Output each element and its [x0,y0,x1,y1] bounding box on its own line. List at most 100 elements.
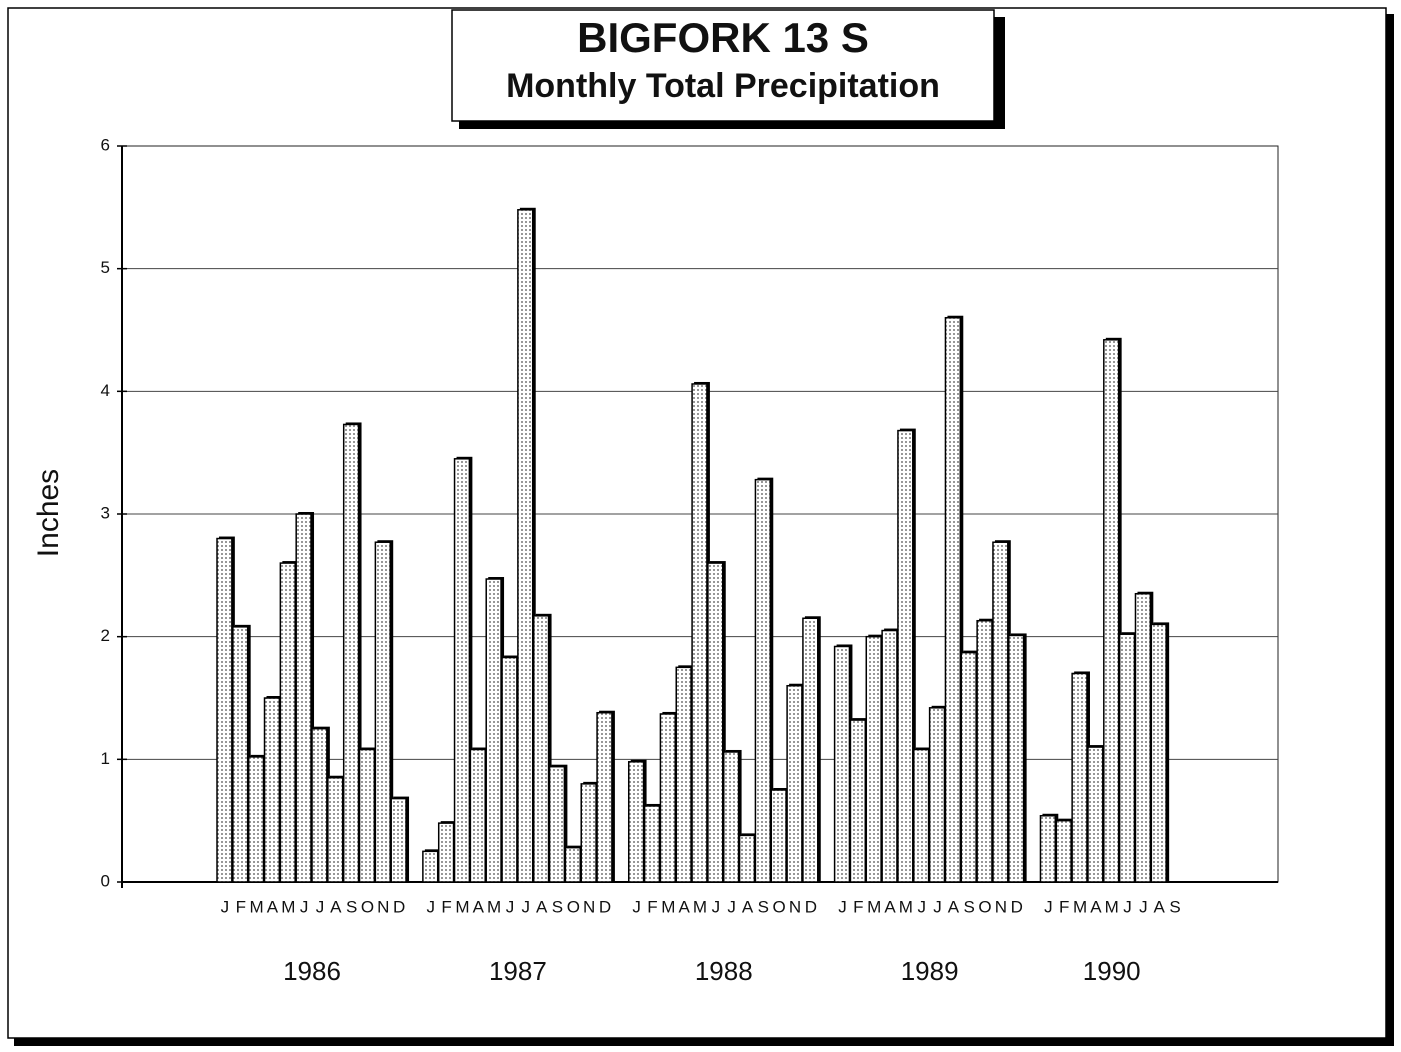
bar [1039,815,1057,883]
x-tick-label: F [236,897,246,916]
bar [1071,672,1088,883]
bar [738,834,756,883]
x-tick-label: S [552,897,563,916]
bar [723,751,740,883]
bar [1087,746,1104,883]
bar [833,645,851,883]
bar [422,850,439,883]
bar [501,656,518,883]
x-tick-label: O [361,897,374,916]
x-tick-label: D [393,897,405,916]
bar [358,748,376,883]
bar [469,748,486,883]
bar [691,383,708,883]
x-tick-label: M [661,897,675,916]
x-tick-label: N [995,897,1007,916]
year-label: 1986 [283,956,341,986]
x-tick-label: D [599,897,611,916]
bar [707,562,724,883]
x-tick-label: O [978,897,991,916]
bar [802,617,819,883]
x-tick-label: M [281,897,295,916]
x-tick-label: D [1011,897,1023,916]
x-tick-label: M [867,897,881,916]
x-tick-label: A [1154,897,1166,916]
bar [485,578,502,883]
x-tick-label: J [632,897,641,916]
bar [1008,634,1025,883]
bar [295,513,312,883]
bar [548,765,566,883]
bar [754,478,772,883]
bar [865,635,882,883]
bar [453,458,471,883]
bar [928,707,946,883]
x-tick-label: J [712,897,721,916]
x-tick-label: M [1073,897,1087,916]
x-tick-label: J [917,897,926,916]
x-tick-label: J [1123,897,1132,916]
bar [897,429,914,883]
x-tick-label: N [789,897,801,916]
year-label: 1987 [489,956,547,986]
x-tick-label: F [853,897,863,916]
bar [1103,339,1120,883]
x-tick-label: J [1044,897,1053,916]
x-tick-label: F [441,897,451,916]
bar [232,626,249,883]
x-tick-label: A [1090,897,1102,916]
bar [327,776,344,883]
x-tick-label: O [773,897,786,916]
x-tick-label: A [330,897,342,916]
bar [532,615,550,883]
bar [944,316,962,883]
x-tick-label: J [221,897,230,916]
x-tick-label: A [473,897,485,916]
bar [849,719,867,883]
bar [263,697,281,883]
bar [992,541,1009,883]
bar [437,822,455,883]
x-tick-label: J [316,897,325,916]
bar [390,797,407,883]
x-tick-label: A [948,897,960,916]
x-tick-label: A [884,897,896,916]
x-tick-label: J [727,897,736,916]
x-tick-label: F [647,897,657,916]
bar [675,666,692,883]
y-axis-label: Inches [32,469,65,557]
x-tick-label: M [455,897,469,916]
x-tick-label: A [267,897,279,916]
year-label: 1990 [1083,956,1141,986]
y-tick-label: 5 [101,258,110,277]
x-tick-label: J [427,897,436,916]
bar [247,756,265,883]
y-tick-label: 0 [101,871,110,890]
x-tick-label: M [899,897,913,916]
x-tick-label: M [1105,897,1119,916]
x-tick-label: J [506,897,515,916]
bar [596,711,613,883]
x-tick-label: S [964,897,975,916]
year-label: 1989 [901,956,959,986]
x-tick-label: M [250,897,264,916]
bar [659,713,676,883]
y-tick-label: 4 [101,381,110,400]
x-tick-label: A [742,897,754,916]
x-tick-label: J [1139,897,1148,916]
x-tick-label: N [377,897,389,916]
x-tick-label: D [805,897,817,916]
x-tick-label: S [758,897,769,916]
year-label: 1988 [695,956,753,986]
bar [374,541,391,883]
y-tick-label: 6 [101,135,110,154]
bar [564,846,581,883]
y-tick-label: 1 [101,749,110,768]
x-tick-label: A [536,897,548,916]
bar [311,727,328,883]
bar [1055,819,1072,883]
bar [627,761,645,883]
bar [770,789,787,883]
bar [1134,592,1152,883]
